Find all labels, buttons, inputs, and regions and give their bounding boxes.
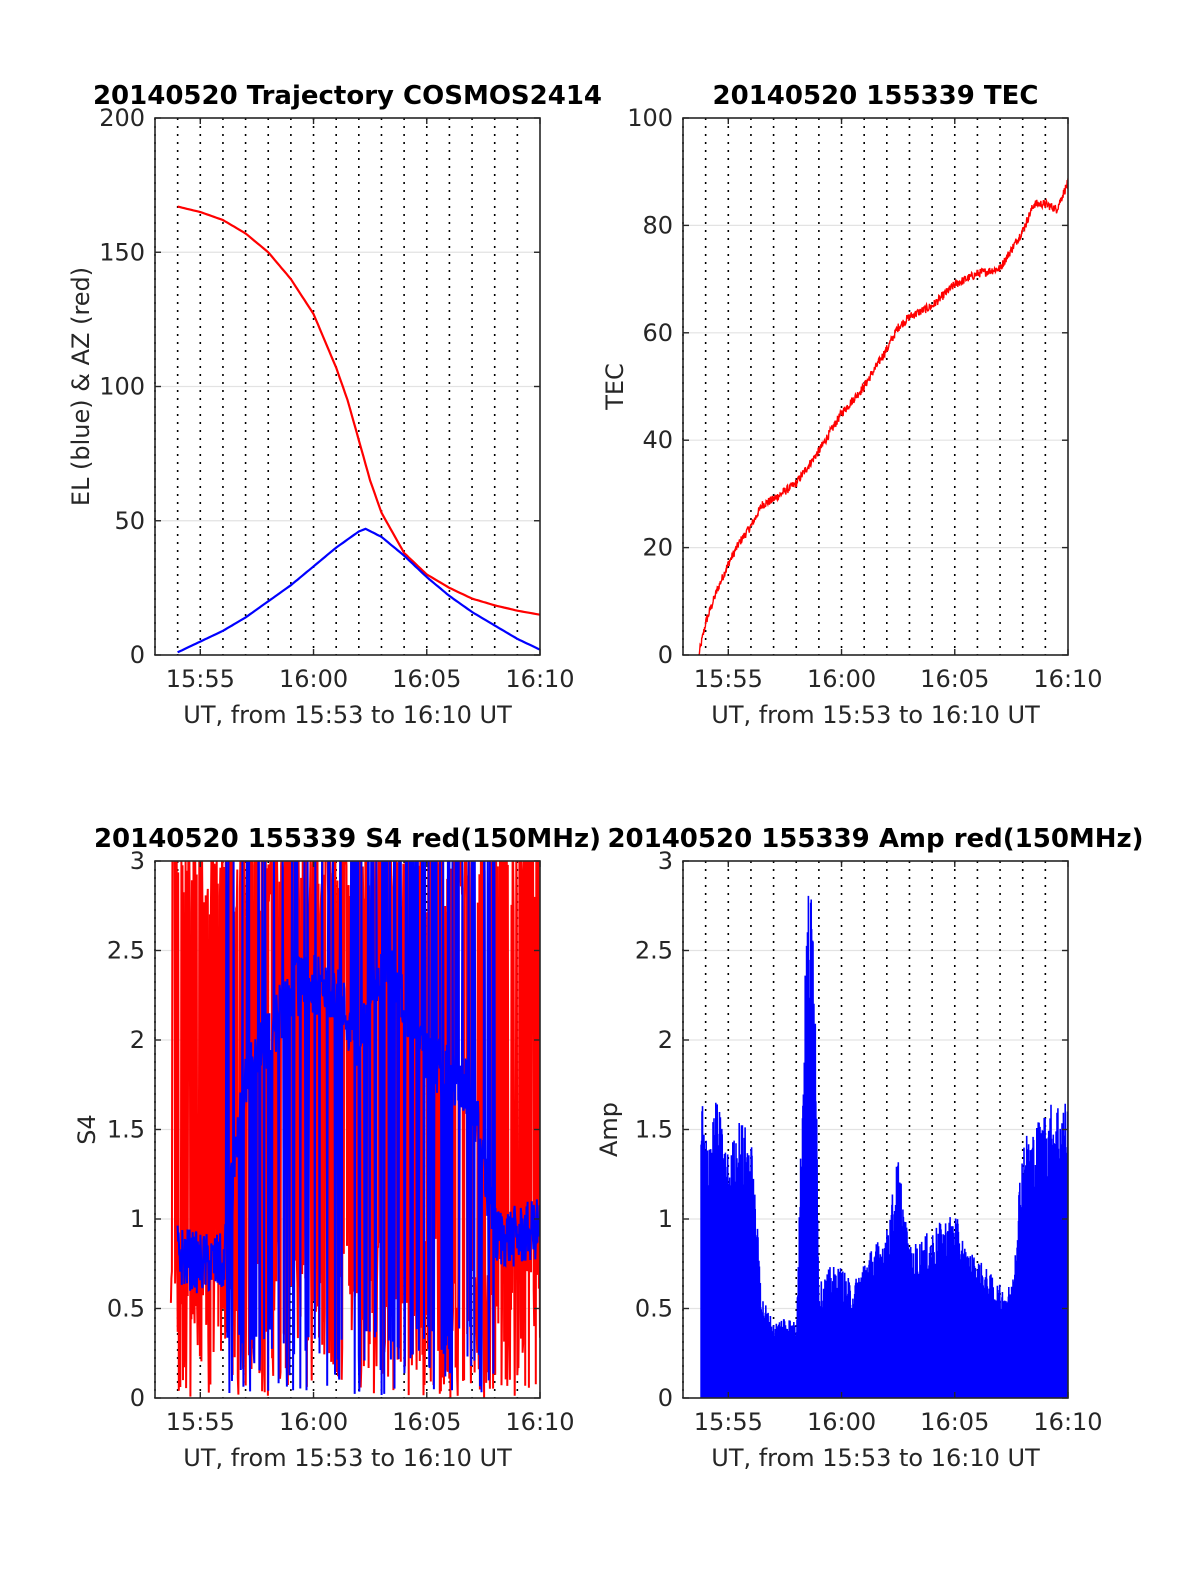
chart-title: 20140520 Trajectory COSMOS2414 [93,81,602,111]
y-tick-label: 0.5 [107,1295,145,1323]
series-group [169,861,540,1398]
y-axis-label: EL (blue) & AZ (red) [67,267,95,506]
chart-panel-4: 0 0.5 1 1.5 2 2.5 3 15:55 16:00 16:05 16:10 2014052… [595,824,1144,1472]
x-axis-label: UT, from 15:53 to 16:10 UT [711,1444,1040,1472]
y-tick-label: 1.5 [107,1116,145,1144]
axes-box [682,117,1069,656]
amp-bars [700,895,1068,1398]
y-tick-label: 150 [99,238,145,266]
x-tick-label: 15:55 [694,1408,763,1436]
x-axis-label: UT, from 15:53 to 16:10 UT [183,701,512,729]
y-tick-label: 60 [642,319,673,347]
elevation-line [177,527,540,654]
x-tick-label: 16:05 [392,1408,461,1436]
x-tick-label: 15:55 [166,1408,235,1436]
y-axis-label: S4 [73,1114,101,1145]
y-tick-label: 0 [658,641,673,669]
x-tick-label: 16:10 [1033,1408,1102,1436]
series-group [700,895,1068,1398]
y-tick-label: 80 [642,211,673,239]
y-axis-label: TEC [601,363,629,411]
y-tick-label: 1 [658,1205,673,1233]
y-tick-label: 100 [627,104,673,132]
x-tick-label: 16:05 [392,665,461,693]
y-tick-label: 200 [99,104,145,132]
x-tick-label: 16:00 [807,1408,876,1436]
chart-panel-2: 0 20 40 60 80 100 15:55 16:00 16:05 16:10 20140520… [601,81,1103,729]
x-tick-label: 16:00 [279,1408,348,1436]
y-tick-label: 50 [114,507,145,535]
x-tick-label: 15:55 [694,665,763,693]
x-tick-label: 15:55 [166,665,235,693]
azimuth-line [177,205,540,616]
y-tick-label: 0 [130,641,145,669]
y-tick-label: 3 [658,847,673,875]
y-tick-label: 1 [130,1205,145,1233]
y-tick-label: 2 [130,1026,145,1054]
tec-line [698,178,1068,655]
y-tick-label: 100 [99,373,145,401]
chart-panel-1: 0 50 100 150 200 15:55 16:00 16:05 16:10 20140520… [67,81,602,729]
chart-panel-3: 0 0.5 1 1.5 2 2.5 3 15:55 16:00 16:05 16:10 2014052… [73,824,601,1472]
x-tick-label: 16:05 [920,665,989,693]
y-tick-label: 0 [658,1384,673,1412]
y-tick-label: 1.5 [635,1116,673,1144]
x-axis-label: UT, from 15:53 to 16:10 UT [183,1444,512,1472]
y-tick-label: 0.5 [635,1295,673,1323]
series-group [177,205,540,654]
x-tick-label: 16:00 [807,665,876,693]
y-tick-label: 2.5 [635,937,673,965]
y-tick-label: 20 [642,534,673,562]
x-tick-label: 16:10 [505,665,574,693]
y-tick-label: 2.5 [107,937,145,965]
series-group [698,178,1068,655]
x-axis-label: UT, from 15:53 to 16:10 UT [711,701,1040,729]
x-tick-label: 16:00 [279,665,348,693]
y-tick-label: 3 [130,847,145,875]
s4-blue-line [176,861,540,1396]
y-tick-label: 0 [130,1384,145,1412]
x-tick-label: 16:10 [1033,665,1102,693]
y-tick-label: 40 [642,426,673,454]
y-axis-label: Amp [595,1102,623,1157]
chart-title: 20140520 155339 TEC [713,81,1039,111]
x-tick-label: 16:05 [920,1408,989,1436]
x-tick-label: 16:10 [505,1408,574,1436]
chart-title: 20140520 155339 Amp red(150MHz) [607,824,1143,854]
y-tick-label: 2 [658,1026,673,1054]
chart-title: 20140520 155339 S4 red(150MHz) [94,824,601,854]
